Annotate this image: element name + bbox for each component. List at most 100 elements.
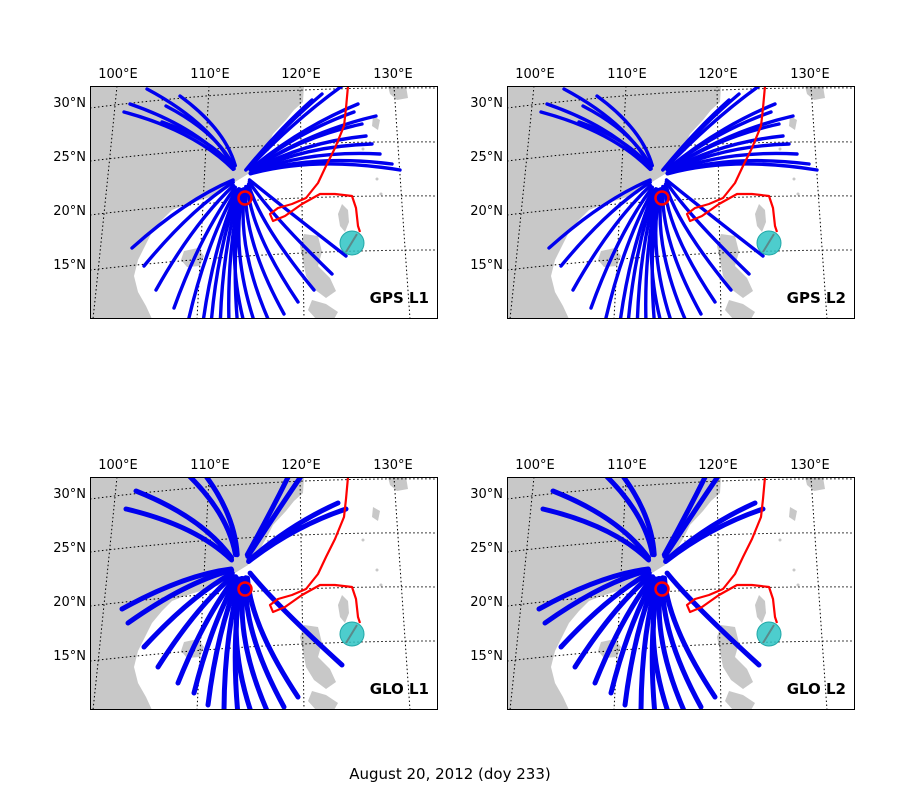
longitude-label: 100°E bbox=[98, 458, 138, 473]
typhoon-marker-line bbox=[345, 233, 358, 253]
typhoon-track bbox=[268, 86, 362, 233]
satellite-track bbox=[247, 178, 348, 258]
typhoon-track bbox=[685, 477, 779, 624]
longitude-label: 120°E bbox=[281, 67, 321, 82]
figure-caption: August 20, 2012 (doy 233) bbox=[349, 765, 551, 783]
land-kyushu bbox=[789, 116, 797, 130]
satellite-track bbox=[125, 567, 235, 626]
satellite-track bbox=[218, 187, 242, 319]
satellite-track bbox=[571, 183, 653, 292]
satellite-track bbox=[638, 577, 660, 710]
satellite-track bbox=[536, 566, 651, 612]
meridian-line bbox=[716, 477, 722, 710]
latitude-label: 15°N bbox=[470, 258, 503, 273]
satellite-track bbox=[589, 185, 654, 310]
panel-label: GLO L2 bbox=[787, 680, 846, 698]
land-islet bbox=[796, 192, 800, 196]
latitude-label: 20°N bbox=[470, 595, 503, 610]
typhoon-marker-line bbox=[762, 233, 775, 253]
latitude-label: 15°N bbox=[470, 649, 503, 664]
meridian-line bbox=[196, 86, 210, 319]
land-islet bbox=[263, 122, 267, 126]
latitude-label: 30°N bbox=[53, 96, 86, 111]
land-korea bbox=[388, 86, 408, 100]
satellite-track bbox=[664, 570, 762, 668]
longitude-label: 110°E bbox=[607, 458, 647, 473]
panel-label: GPS L1 bbox=[370, 289, 429, 307]
longitude-label: 110°E bbox=[607, 67, 647, 82]
land-kyushu bbox=[372, 116, 380, 130]
satellite-track bbox=[550, 488, 651, 561]
satellite-track bbox=[245, 185, 300, 304]
satellite-track bbox=[620, 477, 657, 558]
satellite-track bbox=[661, 477, 708, 558]
map-panel-gps-l1: 100°E 110°E 120°E 130°E 30°N 25°N 20°N 15°N GPS … bbox=[53, 67, 438, 319]
satellite-track bbox=[608, 576, 657, 696]
satellite-track bbox=[141, 570, 235, 650]
satellite-track bbox=[175, 574, 239, 686]
satellite-track bbox=[239, 577, 270, 710]
land-asia-mainland bbox=[507, 86, 721, 319]
satellite-track bbox=[622, 576, 659, 708]
land-kyushu bbox=[789, 507, 797, 521]
longitude-label: 120°E bbox=[281, 458, 321, 473]
satellite-track bbox=[205, 576, 242, 708]
land-islet bbox=[375, 177, 379, 181]
satellite-track bbox=[155, 573, 236, 670]
land-islet bbox=[680, 122, 684, 126]
meridian-line bbox=[299, 86, 305, 319]
satellite-track bbox=[164, 104, 236, 169]
station-marker-icon bbox=[237, 190, 253, 206]
station-marker-icon bbox=[654, 190, 670, 206]
satellite-track bbox=[660, 184, 703, 316]
satellite-track bbox=[663, 182, 733, 292]
satellite-track bbox=[663, 506, 766, 564]
land-islet bbox=[778, 147, 782, 151]
satellite-track bbox=[245, 575, 301, 700]
satellite-track bbox=[246, 182, 316, 292]
land-asia-mainland bbox=[507, 477, 721, 710]
land-visayas bbox=[308, 300, 338, 319]
land-islet bbox=[792, 568, 796, 572]
panel-label: GPS L2 bbox=[787, 289, 846, 307]
land-luzon bbox=[717, 625, 753, 689]
latitude-label: 15°N bbox=[53, 649, 86, 664]
satellite-track bbox=[635, 187, 659, 319]
longitude-label: 130°E bbox=[790, 67, 830, 82]
longitude-label: 110°E bbox=[190, 458, 230, 473]
land-islet bbox=[375, 568, 379, 572]
land-korea bbox=[805, 477, 825, 491]
latitude-label: 20°N bbox=[53, 204, 86, 219]
satellite-track bbox=[664, 178, 765, 258]
satellite-track bbox=[662, 575, 718, 700]
meridian-line bbox=[92, 86, 118, 319]
latitude-label: 30°N bbox=[53, 487, 86, 502]
satellite-track bbox=[603, 188, 655, 319]
land-asia-mainland bbox=[90, 477, 304, 710]
land-kyushu bbox=[372, 507, 380, 521]
map-panel-glo-l2: 100°E 110°E 120°E 130°E 30°N 25°N 20°N 15°N GLO … bbox=[470, 458, 855, 710]
satellite-track bbox=[160, 120, 236, 171]
land-islet bbox=[361, 147, 365, 151]
longitude-label: 130°E bbox=[373, 458, 413, 473]
meridian-line bbox=[509, 477, 535, 710]
map-content bbox=[507, 86, 855, 319]
latitude-label: 20°N bbox=[470, 204, 503, 219]
satellite-track bbox=[246, 506, 349, 564]
satellite-track bbox=[221, 577, 243, 710]
map-frame bbox=[90, 477, 438, 710]
typhoon-marker-line bbox=[762, 624, 775, 644]
map-frame bbox=[90, 86, 438, 319]
satellite-track bbox=[656, 577, 687, 710]
satellite-track bbox=[248, 162, 402, 176]
land-taiwan bbox=[338, 595, 349, 623]
land-korea bbox=[388, 477, 408, 491]
longitude-label: 120°E bbox=[698, 67, 738, 82]
typhoon-track bbox=[268, 477, 362, 624]
satellite-track bbox=[663, 86, 761, 171]
satellite-track bbox=[547, 178, 652, 250]
latitude-label: 25°N bbox=[53, 150, 86, 165]
satellite-track bbox=[595, 94, 654, 168]
satellite-track bbox=[243, 575, 287, 710]
satellite-track bbox=[203, 477, 240, 558]
